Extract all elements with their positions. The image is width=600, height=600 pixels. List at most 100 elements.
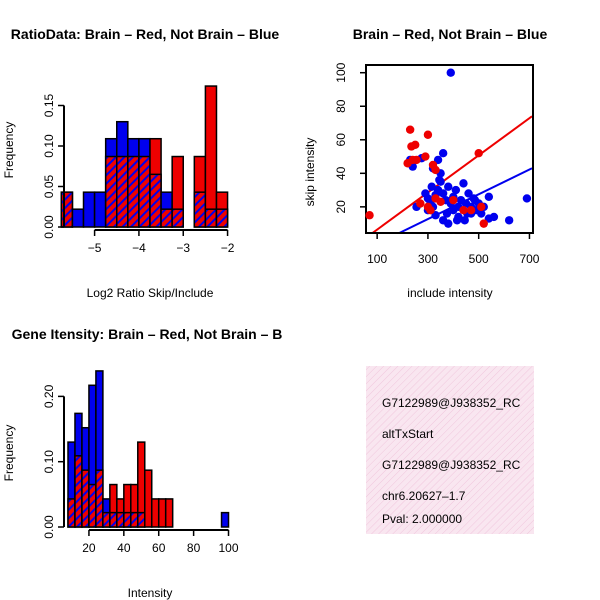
info-panel-background [366,366,534,534]
scatter-point [405,125,415,134]
scatter-point [421,189,430,198]
y-tick-label: 20 [334,200,348,214]
intensity-hist-xlabel: Intensity [128,586,173,600]
scatter-point [411,140,420,150]
scatter-ylabel: skip intensity [303,138,317,207]
hist-bar [204,85,218,228]
ratio-hist-xlabel: Log2 Ratio Skip/Include [87,286,214,300]
y-tick-label: 0.20 [42,384,56,408]
scatter-point [477,202,486,212]
hist-overlap-bar [123,511,132,528]
hist-overlap-bar [171,208,184,228]
hist-bar [220,511,230,528]
hist-overlap-bar [160,208,173,228]
scatter-y-axis: 20 40 60 80 100 [334,62,366,214]
y-tick-label: 100 [334,62,348,82]
hist-overlap-bar [104,155,118,228]
scatter-point [451,185,461,195]
scatter-plot-box [365,64,534,234]
intensity-scatter-panel: Brain – Red, Not Brain – Blue 100 300 500 7… [303,26,547,300]
y-tick-label: 80 [334,99,348,113]
scatter-x-axis: 100 300 500 700 [367,233,540,266]
scatter-point [412,155,421,165]
scatter-point [427,182,436,191]
scatter-point [444,219,453,228]
hist-overlap-bar [67,498,76,528]
intensity-hist-y-axis: 0.00 0.10 0.20 [42,384,65,539]
scatter-clip [372,115,532,232]
scatter-point [446,68,455,77]
intensity-hist-bars [67,370,230,528]
scatter-point [442,209,452,218]
scatter-point [438,148,448,158]
hist-overlap-bar [81,469,90,528]
y-tick-label: 40 [334,166,348,180]
hist-overlap-bar [204,208,218,228]
info-panel: G7122989@J938352_RC altTxStart G7122989@… [366,366,534,534]
hist-overlap-bar [116,511,125,528]
intensity-hist-x-axis: 20 40 60 80 100 [82,529,239,555]
hist-bar [144,469,153,528]
hist-bar [157,498,167,528]
scatter-point [479,219,488,228]
x-tick-label: 20 [82,541,96,555]
scatter-points [365,68,532,228]
hist-overlap-bar [137,511,146,528]
scatter-point [426,206,435,215]
hist-overlap-bar [193,191,207,228]
hist-overlap-bar [102,511,111,528]
hist-bar [150,498,160,528]
x-tick-label: 300 [418,252,438,266]
x-tick-label: 100 [367,252,387,266]
y-tick-label: 0.00 [42,215,56,239]
hist-overlap-bar [74,455,83,528]
y-tick-label: 60 [334,133,348,147]
scatter-point [431,165,440,175]
scatter-point [459,206,468,215]
x-tick-label: 700 [519,252,539,266]
scatter-point [449,195,458,205]
x-tick-label: 500 [469,252,489,266]
info-pval: Pval: 2.000000 [382,512,462,526]
x-tick-label: −5 [88,241,102,255]
info-gene-id-2: G7122989@J938352_RC [382,458,521,472]
scatter-point [421,152,430,161]
scatter-point [365,211,374,220]
scatter-point [452,216,462,225]
scatter-point [449,206,458,215]
scatter-point [484,192,494,201]
intensity-hist-title: Gene Itensity: Brain – Red, Not Brain – … [12,326,283,342]
scatter-point [522,194,532,203]
scatter-point [477,209,486,218]
scatter-xlabel: include intensity [407,286,492,300]
scatter-point [470,195,480,205]
hist-overlap-bar [127,155,140,228]
scatter-point [416,199,425,208]
scatter-point [504,216,514,225]
hist-overlap-bar [130,511,139,528]
scatter-point [431,194,440,203]
scatter-fit-lines [372,115,532,232]
scatter-point [444,182,453,191]
scatter-point [438,189,448,198]
ratio-hist-bars [60,85,229,228]
ratio-hist-title: RatioData: Brain – Red, Not Brain – Blue [11,26,280,42]
x-tick-label: 40 [117,541,131,555]
scatter-point [466,206,476,215]
scatter-point [460,216,469,225]
scatter-point [435,175,444,185]
x-tick-label: 100 [218,541,238,555]
hist-bar [71,208,85,228]
info-panel-clip: G7122989@J938352_RC altTxStart G7122989@… [382,396,521,526]
hist-bar [164,498,174,528]
hist-overlap-bar [109,511,118,528]
scatter-point [459,179,468,188]
x-tick-label: 60 [152,541,166,555]
scatter-point [474,148,483,158]
y-tick-label: 0.05 [42,174,56,198]
ratio-histogram-panel: RatioData: Brain – Red, Not Brain – Blue… [2,26,279,300]
hist-overlap-bar [138,155,151,228]
hist-overlap-bar [95,469,104,528]
hist-overlap-bar [149,173,162,228]
